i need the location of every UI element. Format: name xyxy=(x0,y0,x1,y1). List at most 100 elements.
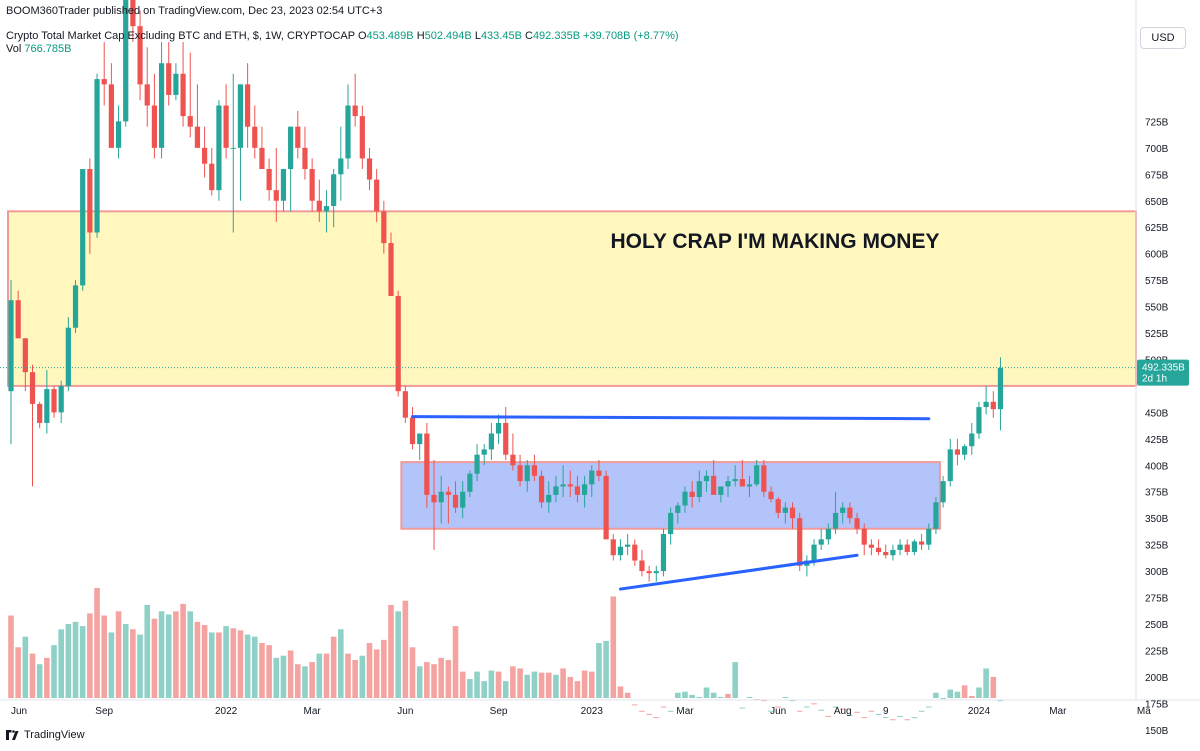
volume-bar xyxy=(388,604,394,698)
candle-body xyxy=(890,549,896,556)
symbol-name[interactable]: Crypto Total Market Cap Excluding BTC an… xyxy=(6,30,355,42)
candle xyxy=(87,158,93,254)
candle-body xyxy=(137,26,143,85)
candle-body xyxy=(15,300,21,339)
volume-bar xyxy=(230,628,237,698)
candle xyxy=(775,497,781,519)
candle xyxy=(947,438,953,487)
candle xyxy=(395,290,401,397)
volume-bar xyxy=(79,626,86,698)
candle-body xyxy=(65,327,71,386)
volume-bar xyxy=(667,710,674,712)
volume-bar xyxy=(689,694,695,698)
volume-bar xyxy=(187,611,194,698)
y-tick-label: 600B xyxy=(1145,250,1169,261)
volume-bar xyxy=(488,670,495,698)
candle-body xyxy=(668,512,674,535)
candle-body xyxy=(94,79,100,233)
candle xyxy=(854,512,860,535)
volume-bar xyxy=(173,611,179,698)
y-tick-label: 175B xyxy=(1145,699,1169,710)
volume-bar xyxy=(251,636,258,698)
candle xyxy=(44,370,50,434)
candle xyxy=(381,200,387,254)
candle-body xyxy=(37,403,43,423)
candle-body xyxy=(115,121,122,148)
footer-brand[interactable]: TradingView xyxy=(6,729,85,741)
price-axis[interactable]: 725B700B675B650B625B600B575B550B525B500B… xyxy=(1145,117,1169,736)
volume-bar xyxy=(216,632,222,698)
candle-body xyxy=(452,494,459,508)
candle-body xyxy=(696,481,702,498)
volume-bar xyxy=(452,626,459,698)
candle-body xyxy=(739,479,745,487)
volume-bar xyxy=(775,706,781,708)
candle xyxy=(101,42,107,106)
candle-body xyxy=(811,544,817,561)
volume-bar xyxy=(36,664,43,698)
time-axis[interactable]: Jun Sep 2022 Mar Jun Sep 2023 Mar Jun Aug 9 2024 Mar… xyxy=(11,706,1151,717)
volume-bar xyxy=(373,649,380,698)
candle-body xyxy=(840,507,846,513)
y-tick-label: 575B xyxy=(1145,276,1169,287)
candle-body xyxy=(754,465,760,485)
candle-body xyxy=(868,544,874,548)
volume-bar xyxy=(51,645,57,698)
volume-bar xyxy=(904,719,911,721)
candle xyxy=(158,42,165,159)
volume-bar xyxy=(890,719,896,721)
candle-body xyxy=(997,367,1004,410)
candle-body xyxy=(460,491,466,508)
candle-body xyxy=(223,105,229,148)
candle xyxy=(904,539,910,556)
volume-bar xyxy=(682,691,688,698)
resistance-zone xyxy=(7,210,1137,387)
candle-body xyxy=(309,169,315,201)
volume-bar xyxy=(653,717,660,719)
candle-body xyxy=(969,433,975,447)
candle-body xyxy=(338,158,344,175)
volume-bar xyxy=(968,695,975,698)
volume-bar xyxy=(402,600,409,698)
volume-bar xyxy=(832,706,839,708)
candle xyxy=(653,565,659,582)
volume-bar xyxy=(739,707,746,709)
volume-bar xyxy=(495,671,502,698)
candle-body xyxy=(589,470,595,485)
candle-body xyxy=(797,518,803,566)
volume-bar xyxy=(309,662,315,698)
y-tick-label: 275B xyxy=(1145,594,1169,605)
candle-body xyxy=(8,300,14,392)
volume-bar xyxy=(323,653,330,698)
candle-body xyxy=(818,539,824,545)
y-tick-label: 375B xyxy=(1145,488,1169,499)
candle-body xyxy=(481,449,487,455)
x-tick-label: Jun xyxy=(770,706,786,717)
y-tick-label: 675B xyxy=(1145,170,1169,181)
candle xyxy=(359,105,365,170)
candle-body xyxy=(345,105,351,159)
candle xyxy=(431,459,437,550)
candle xyxy=(517,454,523,487)
volume-bar xyxy=(302,666,308,698)
volume-bar xyxy=(295,664,301,698)
candle-body xyxy=(381,211,387,244)
candle xyxy=(438,475,444,524)
volume-bar xyxy=(381,639,387,698)
candle xyxy=(682,486,688,513)
candle-body xyxy=(101,79,107,85)
candle-body xyxy=(854,518,860,529)
volume-bar xyxy=(617,686,624,698)
candle-body xyxy=(603,475,609,540)
candle xyxy=(58,380,64,423)
volume-bar xyxy=(696,696,703,698)
candle-body xyxy=(682,491,688,506)
currency-button[interactable]: USD xyxy=(1140,27,1186,49)
candle-body xyxy=(990,401,996,410)
candle xyxy=(610,534,616,561)
volume-bar xyxy=(359,655,366,698)
candle-body xyxy=(488,433,494,450)
symbol-ohlc-line: Crypto Total Market Cap Excluding BTC an… xyxy=(6,30,679,42)
candle xyxy=(868,539,874,556)
